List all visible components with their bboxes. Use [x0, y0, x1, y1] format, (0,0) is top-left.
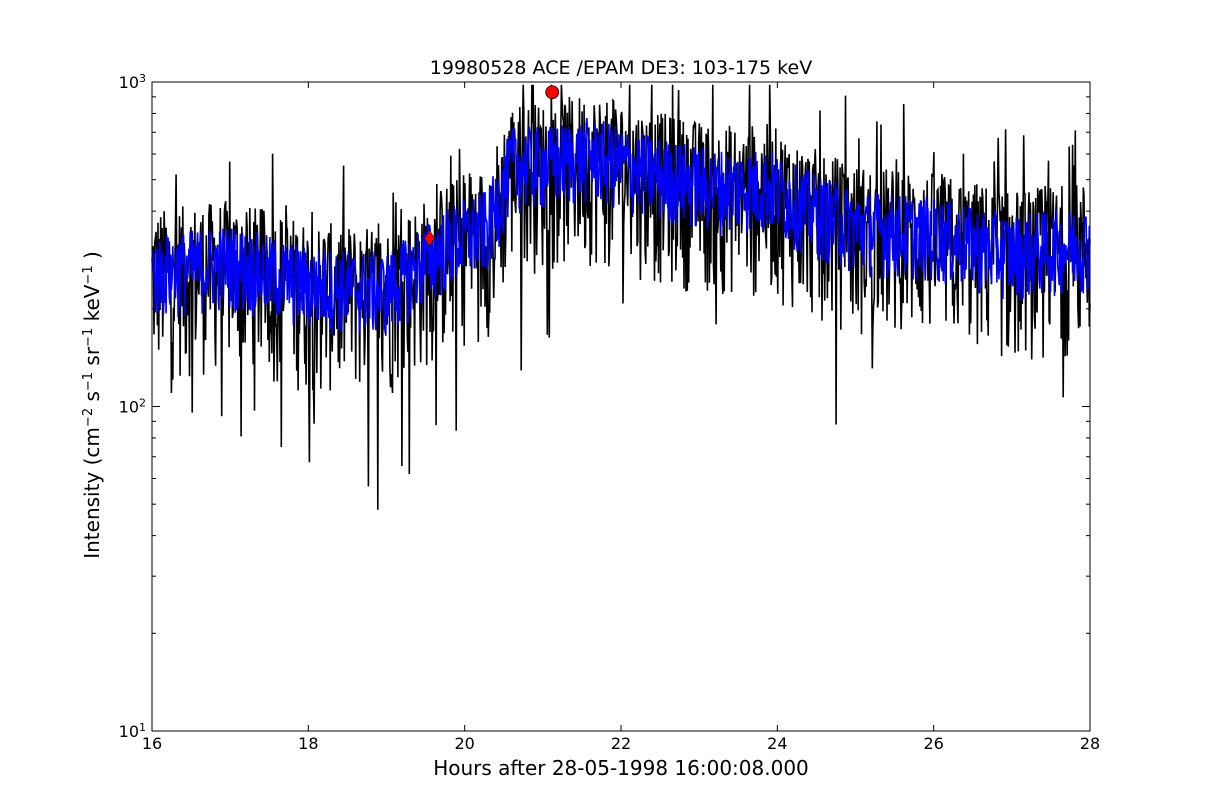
y-tick-label: 103 — [119, 72, 146, 93]
x-tick-label: 22 — [611, 734, 631, 753]
x-axis-label: Hours after 28-05-1998 16:00:08.000 — [433, 756, 809, 780]
x-tick-label: 28 — [1080, 734, 1100, 753]
y-axis-label: Intensity (cm−2 s−1 sr−1 keV−1 ) — [80, 251, 104, 559]
chart-title: 19980528 ACE /EPAM DE3: 103-175 keV — [430, 57, 812, 79]
x-tick-label: 24 — [767, 734, 787, 753]
series-line — [151, 117, 1091, 336]
y-tick-label: 102 — [119, 396, 146, 417]
x-tick-label: 16 — [142, 734, 162, 753]
x-tick-label: 20 — [454, 734, 474, 753]
plot-frame — [151, 81, 1091, 732]
x-tick-label: 18 — [298, 734, 318, 753]
y-tick-label: 101 — [119, 721, 146, 742]
plot-area — [151, 84, 1091, 510]
peak-marker — [545, 85, 560, 100]
x-tick-label: 26 — [923, 734, 943, 753]
x-axis: 16 18 20 22 24 26 28 — [142, 82, 1100, 753]
onset-marker — [424, 229, 435, 247]
